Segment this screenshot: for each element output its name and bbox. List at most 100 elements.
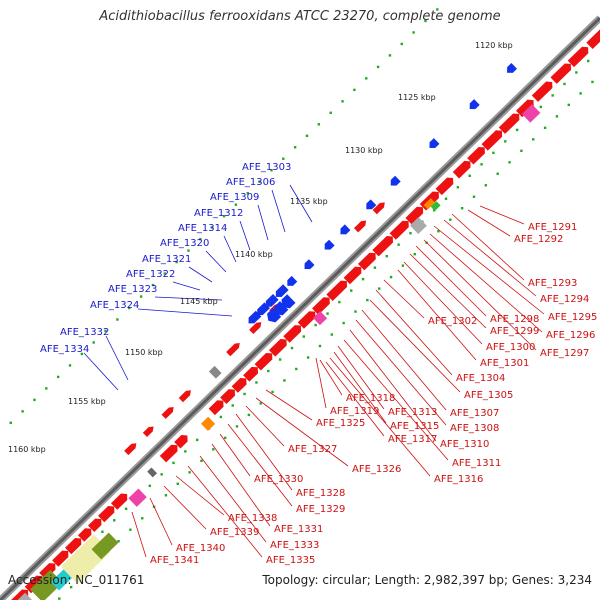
gc-dot-inner xyxy=(267,369,270,373)
gc-dot-outer xyxy=(104,329,107,333)
gc-dot-inner xyxy=(290,346,294,350)
gc-dot-inner-far xyxy=(235,425,239,428)
reverse-gene-8 xyxy=(340,224,351,235)
forward-gene-7 xyxy=(88,518,102,532)
reverse-gene-10 xyxy=(390,175,401,186)
gc-dot-inner xyxy=(255,381,258,384)
gc-dot-inner xyxy=(515,128,519,132)
forward-gene-34 xyxy=(531,81,553,102)
gc-dot-outer xyxy=(210,226,214,229)
gc-dot-inner-far xyxy=(484,184,488,187)
gene-label-AFE_1340: AFE_1340 xyxy=(176,543,225,554)
genome-summary: Topology: circular; Length: 2,982,397 bp… xyxy=(262,573,592,587)
forward-gene-26 xyxy=(405,206,424,225)
gc-dot-outer xyxy=(341,100,344,103)
gc-dot-inner xyxy=(184,450,187,453)
forward-gene-36 xyxy=(567,46,589,68)
gene-label-AFE_1324: AFE_1324 xyxy=(90,300,139,311)
gc-dot-outer xyxy=(365,77,368,80)
gc-dot-outer xyxy=(139,295,143,298)
gc-dot-inner-far xyxy=(567,103,570,107)
olive-feature-1 xyxy=(30,569,63,600)
kbp-tick-8: 1155 kbp xyxy=(68,397,106,406)
leader-AFE_1313 xyxy=(337,345,385,410)
pink-feature-3 xyxy=(521,104,541,123)
leader-AFE_1333 xyxy=(199,455,267,543)
gene-label-AFE_1309: AFE_1309 xyxy=(210,192,259,203)
gc-dot-inner-far xyxy=(295,367,298,371)
gc-dot-inner xyxy=(314,323,317,327)
forward-gene-21 xyxy=(326,280,348,301)
gc-dot-inner xyxy=(326,312,329,315)
forward-gene-10 xyxy=(159,444,178,463)
gc-dot-inner-far xyxy=(58,597,61,600)
gc-dot-outer xyxy=(400,42,403,46)
gc-dot-inner xyxy=(278,358,282,361)
gene-label-AFE_1294: AFE_1294 xyxy=(540,294,589,305)
gene-label-AFE_1291: AFE_1291 xyxy=(528,222,577,233)
olive-feature-2 xyxy=(91,532,119,560)
forward-gene-small-8 xyxy=(353,220,367,233)
gc-dot-outer xyxy=(388,54,392,57)
leader-AFE_1339 xyxy=(163,485,207,530)
gc-dot-outer xyxy=(353,88,356,92)
reverse-gene-11 xyxy=(429,138,440,149)
gc-dot-inner-far xyxy=(141,517,144,520)
pink-feature-2 xyxy=(312,311,328,326)
gc-dot-outer xyxy=(222,214,226,218)
gc-dot-outer xyxy=(305,134,309,137)
forward-gene-8 xyxy=(98,506,115,523)
leader-AFE_1311 xyxy=(343,339,449,461)
forward-gene-25 xyxy=(389,220,409,240)
kbp-tick-9: 1160 kbp xyxy=(8,445,46,454)
reverse-gene-9 xyxy=(366,199,377,210)
leader-AFE_1328 xyxy=(235,413,293,491)
leader-AFE_1329 xyxy=(227,423,293,507)
gc-dot-inner-far xyxy=(164,494,168,497)
gc-dot-outer xyxy=(317,123,321,126)
gc-dot-inner-far xyxy=(532,138,535,141)
forward-gene-17 xyxy=(268,339,287,357)
forward-gene-24 xyxy=(372,236,394,257)
gc-dot-inner xyxy=(172,461,175,465)
leader-AFE_1310 xyxy=(349,329,437,442)
kbp-tick-1: 1120 kbp xyxy=(475,41,513,50)
gene-label-AFE_1323: AFE_1323 xyxy=(108,284,157,295)
gc-dot-inner-far xyxy=(543,126,547,130)
gc-dot-inner-far xyxy=(508,161,511,164)
cyan-feature xyxy=(50,569,72,591)
green-feature xyxy=(430,201,441,211)
leader-AFE_1309 xyxy=(257,204,269,241)
forward-gene-20 xyxy=(312,297,330,315)
leader-AFE_1319 xyxy=(315,357,327,409)
gc-dot-inner-far xyxy=(259,402,262,405)
gc-dot-outer xyxy=(424,19,427,23)
forward-gene-29 xyxy=(452,160,471,179)
gc-dot-inner-far xyxy=(472,195,476,198)
gc-dot-inner-far xyxy=(366,298,369,302)
forward-gene-23 xyxy=(358,252,376,271)
gene-label-AFE_1308: AFE_1308 xyxy=(450,423,499,434)
leader-AFE_1330 xyxy=(219,433,251,477)
gene-label-AFE_1292: AFE_1292 xyxy=(514,234,563,245)
forward-gene-14 xyxy=(231,377,247,393)
gc-dot-outer xyxy=(199,237,202,241)
kbp-tick-labels: 1120 kbp 1125 kbp 1130 kbp 1135 kbp 1140 kbp… xyxy=(8,41,513,454)
gene-label-AFE_1332: AFE_1332 xyxy=(60,327,109,338)
leader-AFE_1294 xyxy=(443,219,537,297)
gc-dot-inner-far xyxy=(449,218,452,221)
forward-gene-small-5 xyxy=(226,342,240,357)
kbp-tick-6: 1145 kbp xyxy=(180,297,218,306)
gene-label-AFE_1320: AFE_1320 xyxy=(160,238,209,249)
gc-dot-outer xyxy=(412,31,415,34)
gc-dot-inner xyxy=(350,289,353,292)
gene-label-AFE_1341: AFE_1341 xyxy=(150,555,199,566)
gc-dot-inner-far xyxy=(188,471,191,474)
reverse-gene-13 xyxy=(507,62,518,73)
gene-label-AFE_1298: AFE_1298 xyxy=(490,314,539,325)
kbp-tick-3: 1130 kbp xyxy=(345,146,383,155)
leader-AFE_1321 xyxy=(188,266,213,283)
leader-AFE_1316 xyxy=(329,357,431,477)
gene-label-AFE_1318: AFE_1318 xyxy=(346,393,395,404)
gene-label-AFE_1311: AFE_1311 xyxy=(452,458,501,469)
